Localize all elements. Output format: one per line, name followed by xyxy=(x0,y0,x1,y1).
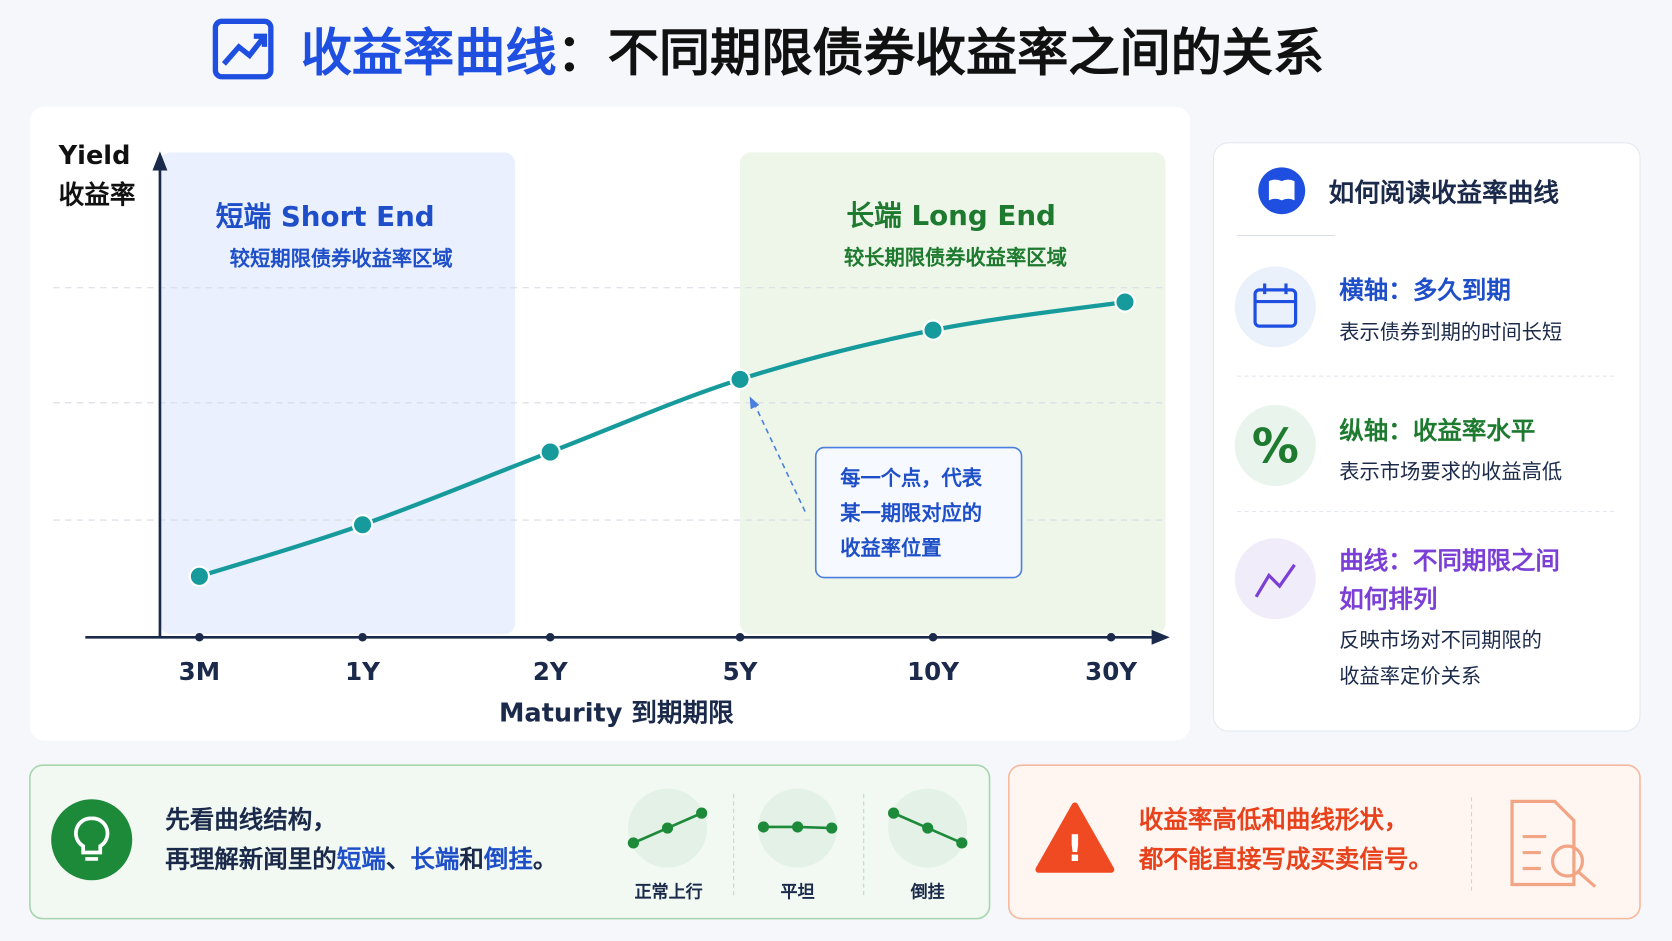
annotation-arrow xyxy=(753,402,806,512)
annotation-text: 每一个点，代表 xyxy=(840,466,983,490)
tip-part: 再理解新闻里的 xyxy=(165,844,337,873)
title-rest: ：不同期限债券收益率之间的关系 xyxy=(557,24,1325,83)
point xyxy=(351,514,374,536)
short-end-region xyxy=(159,152,516,635)
x-tick-label: 5Y xyxy=(723,657,758,686)
x-tick xyxy=(928,633,938,642)
tip-part: 倒挂 xyxy=(483,844,533,873)
guide-item-title: 曲线：不同期限之间 xyxy=(1339,546,1560,575)
warning-icon xyxy=(1035,802,1115,873)
axes xyxy=(85,151,1170,645)
title: 收益率曲线：不同期限债券收益率之间的关系 xyxy=(301,24,1324,83)
tip-text: 再理解新闻里的短端、长端和倒挂。 xyxy=(165,844,557,873)
x-tick xyxy=(735,633,745,642)
document-icon xyxy=(1510,799,1597,888)
curve-glyph xyxy=(1254,563,1296,598)
shape-examples xyxy=(627,788,968,896)
book-icon-page xyxy=(1268,179,1295,201)
guide-card xyxy=(1212,142,1641,732)
bulb-icon xyxy=(51,799,133,881)
point xyxy=(729,368,751,391)
shape-label: 倒挂 xyxy=(910,881,945,902)
percent-icon xyxy=(1234,404,1316,486)
warning-text: 都不能直接写成买卖信号。 xyxy=(1138,844,1433,873)
percent-glyph: % xyxy=(1252,420,1299,475)
region-subtitle: 较短期限债券收益率区域 xyxy=(230,246,453,270)
title-highlight: 收益率曲线 xyxy=(301,24,557,83)
plot: 3M 1Y 2Y 5Y 10Y 30Y xyxy=(179,291,1137,686)
region-title: 长端 Long End xyxy=(846,199,1055,232)
tip-text: 先看曲线结构， xyxy=(165,805,337,834)
x-tick xyxy=(1106,633,1116,642)
region-subtitle: 较长期限债券收益率区域 xyxy=(844,245,1067,269)
x-tick-label: 1Y xyxy=(345,657,380,686)
y-axis-label: 收益率 xyxy=(59,180,136,211)
region-title: 短端 Short End xyxy=(216,200,435,233)
x-tick-label: 3M xyxy=(179,657,220,686)
calendar-glyph xyxy=(1253,283,1298,328)
x-tick xyxy=(195,633,204,642)
guide-title: 如何阅读收益率曲线 xyxy=(1329,177,1560,208)
title-icon xyxy=(212,18,274,80)
tip-part: 短端 xyxy=(337,844,386,873)
guide-item-text: 表示债券到期的时间长短 xyxy=(1339,320,1562,344)
annotation-text: 收益率位置 xyxy=(840,536,941,560)
guide-item-title: 纵轴：收益率水平 xyxy=(1339,416,1535,445)
tip-part: 、 xyxy=(386,844,411,873)
calendar-icon xyxy=(1234,266,1316,348)
x-tick-label: 10Y xyxy=(907,657,959,686)
warning-text: 收益率高低和曲线形状， xyxy=(1139,805,1409,834)
curve-icon xyxy=(1234,538,1316,620)
annotation-box xyxy=(814,446,1023,579)
guide-item-title: 横轴：多久到期 xyxy=(1339,275,1511,304)
tip-card xyxy=(29,764,991,920)
curve xyxy=(198,299,1126,579)
bulb-glyph xyxy=(74,816,110,861)
shape-label: 正常上行 xyxy=(634,881,702,902)
x-tick-label: 30Y xyxy=(1085,657,1137,686)
shape-label: 平坦 xyxy=(781,882,815,902)
guide-item-title: 如何排列 xyxy=(1339,584,1437,613)
point xyxy=(922,319,944,341)
tip-part: 长端 xyxy=(410,844,459,873)
warning-card xyxy=(1007,764,1641,920)
guide-item-text: 收益率定价关系 xyxy=(1339,664,1481,688)
point xyxy=(539,441,561,463)
tip-part: 。 xyxy=(533,844,558,873)
guide-item-text: 表示市场要求的收益高低 xyxy=(1339,459,1562,483)
guide-item-text: 反映市场对不同期限的 xyxy=(1339,628,1542,652)
warning-glyph: ! xyxy=(1067,827,1084,870)
annotation-arrowhead xyxy=(749,396,760,410)
x-axis-label: Maturity 到期期限 xyxy=(499,698,734,728)
point xyxy=(188,565,211,587)
x-tick-label: 2Y xyxy=(533,657,568,686)
annotation-text: 某一期限对应的 xyxy=(840,501,982,525)
y-axis-label: Yield xyxy=(58,141,131,171)
x-tick xyxy=(545,633,555,642)
tip-part: 和 xyxy=(459,844,484,873)
x-tick xyxy=(358,633,367,642)
point xyxy=(1114,291,1136,313)
